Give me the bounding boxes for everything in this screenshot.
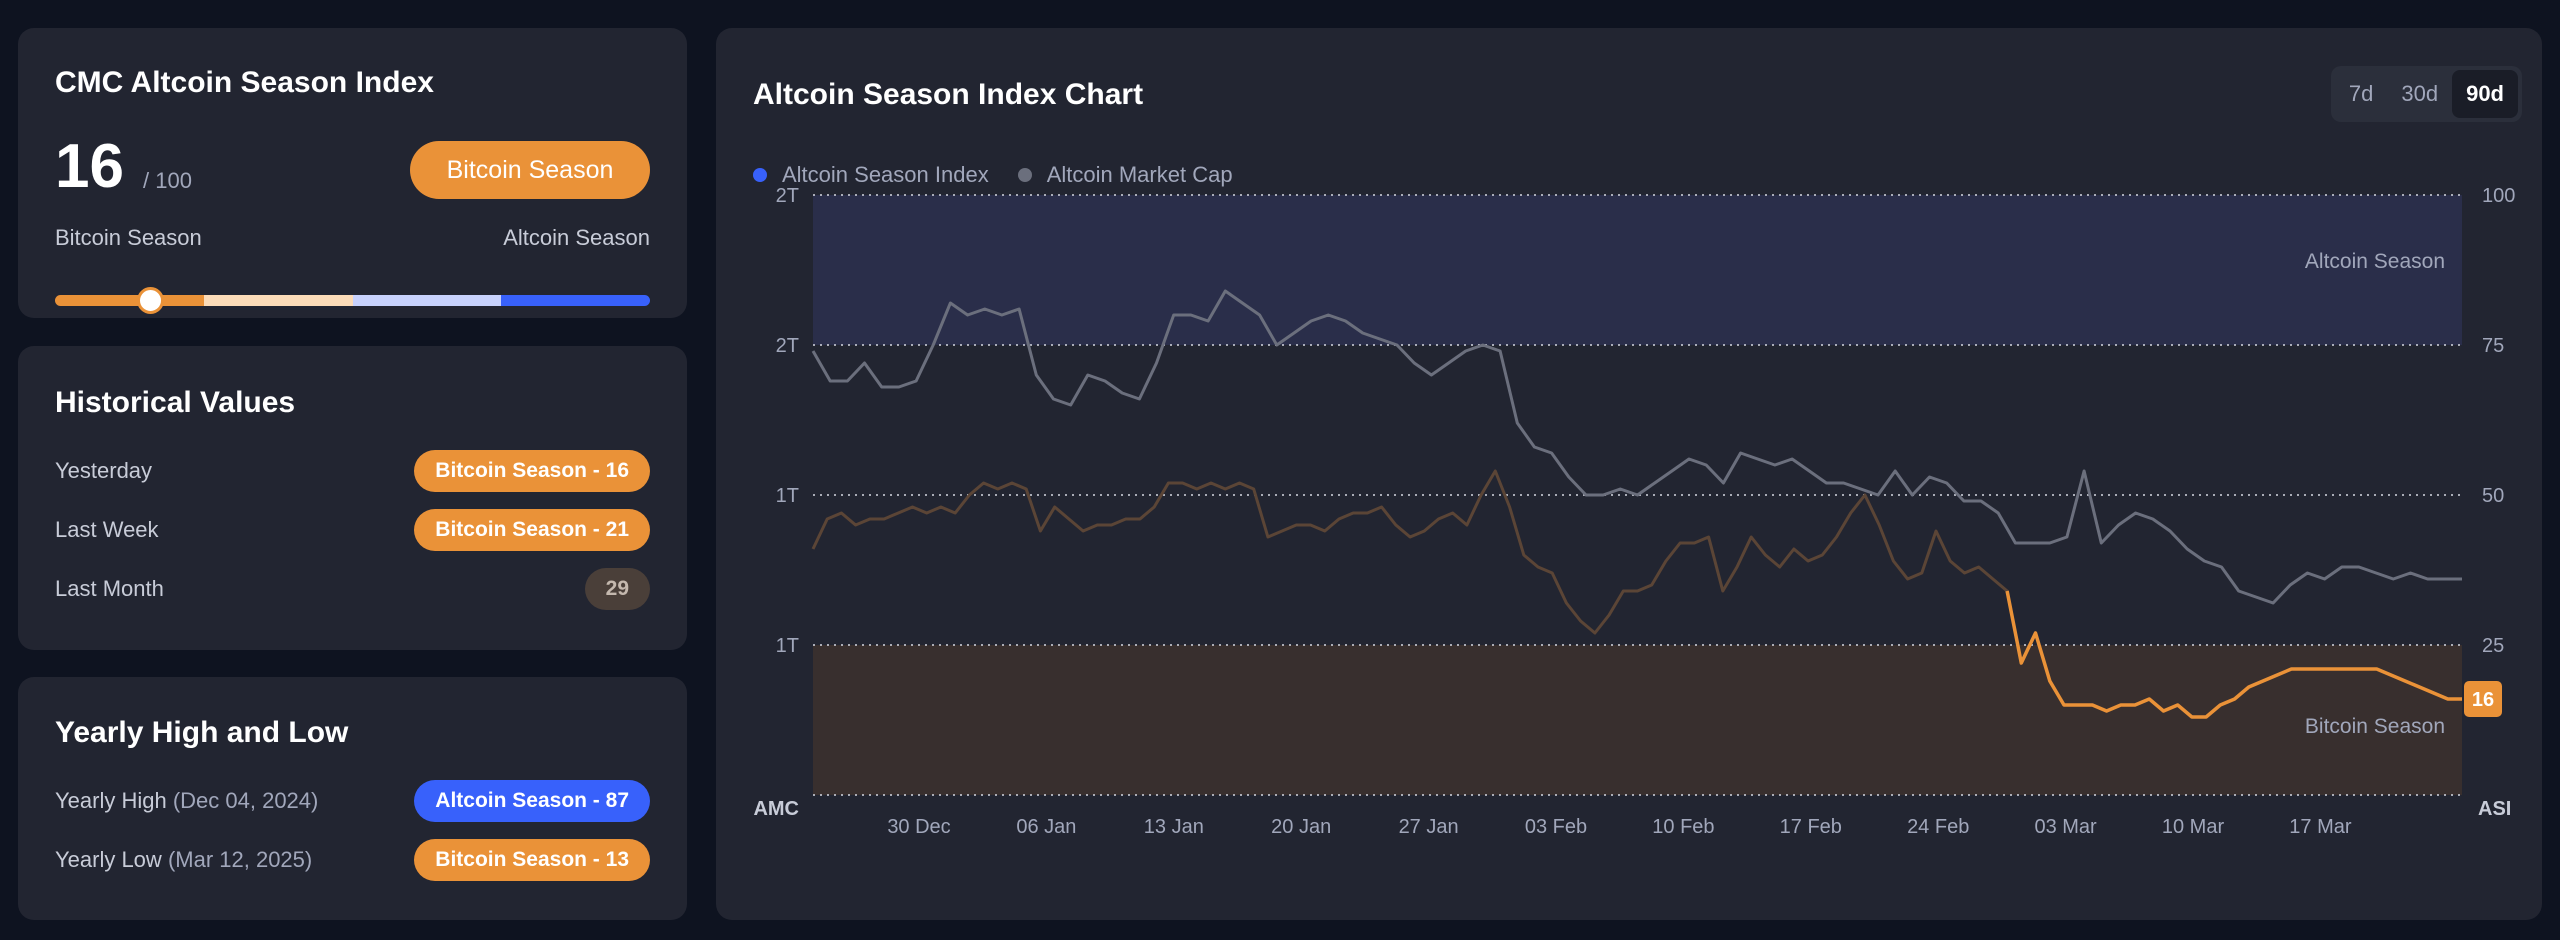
historical-values-card: Historical Values Yesterday Bitcoin Seas… <box>18 346 687 650</box>
legend-item-index[interactable]: Altcoin Season Index <box>753 162 989 188</box>
yearly-high-row: Yearly High (Dec 04, 2024) Altcoin Seaso… <box>55 780 650 822</box>
historical-title: Historical Values <box>55 386 296 419</box>
history-value-badge: 29 <box>584 568 650 610</box>
x-axis-tick: 24 Feb <box>1907 816 1969 838</box>
meter-left-label: Bitcoin Season <box>55 225 202 250</box>
bitcoin-season-zone <box>813 645 2462 795</box>
yearly-high-low-card: Yearly High and Low Yearly High (Dec 04,… <box>18 677 687 920</box>
yearly-high-badge: Altcoin Season - 87 <box>414 780 650 822</box>
range-30d-button[interactable]: 30d <box>2401 81 2439 106</box>
meter-segment-altcoin <box>501 295 650 306</box>
yearly-low-date: (Mar 12, 2025) <box>167 847 313 872</box>
altcoin-season-zone-label: Altcoin Season <box>2305 250 2445 273</box>
meter-right-label: Altcoin Season <box>503 225 650 250</box>
chart-plot: 2T 2T 1T 1T 100 75 50 25 AMC ASI Altcoin Season Bit… <box>753 185 2515 838</box>
index-line <box>2005 590 2462 719</box>
x-axis-tick: 13 Jan <box>1144 816 1204 838</box>
meter-indicator <box>136 287 164 314</box>
x-axis-tick: 27 Jan <box>1399 816 1459 838</box>
altcoin-season-index-card: CMC Altcoin Season Index 16 / 100 Bitcoi… <box>18 28 687 318</box>
yearly-low-text: Yearly Low <box>55 847 162 872</box>
right-axis-tick: 100 <box>2482 185 2515 207</box>
right-axis-tick: 75 <box>2482 335 2504 357</box>
bitcoin-season-zone-label: Bitcoin Season <box>2305 715 2445 738</box>
chart-title: Altcoin Season Index Chart <box>753 78 1144 111</box>
right-axis-label: ASI <box>2478 798 2511 820</box>
left-axis-label: AMC <box>753 798 799 820</box>
x-axis-tick: 17 Feb <box>1780 816 1842 838</box>
x-axis-tick: 06 Jan <box>1016 816 1076 838</box>
chart-legend: Altcoin Season Index Altcoin Market Cap <box>753 162 1262 188</box>
meter-segment-bitcoin-light <box>203 295 353 306</box>
season-meter <box>55 295 650 306</box>
legend-item-market-cap[interactable]: Altcoin Market Cap <box>1017 162 1233 188</box>
index-value: 16 <box>55 132 124 201</box>
x-axis-tick: 30 Dec <box>887 816 950 838</box>
meter-segment-altcoin-light <box>352 295 502 306</box>
history-value-badge: Bitcoin Season - 21 <box>414 509 650 551</box>
history-value-badge: Bitcoin Season - 16 <box>414 450 650 492</box>
x-axis-tick: 10 Mar <box>2162 816 2225 838</box>
left-axis-tick: 1T <box>776 635 799 657</box>
yearly-high-date: (Dec 04, 2024) <box>172 788 319 813</box>
yearly-low-row: Yearly Low (Mar 12, 2025) Bitcoin Season… <box>55 839 650 881</box>
legend-label: Altcoin Season Index <box>782 162 989 187</box>
range-7d-button[interactable]: 7d <box>2348 81 2374 106</box>
x-axis-tick: 03 Mar <box>2034 816 2097 838</box>
right-axis-tick: 25 <box>2482 635 2504 657</box>
yearly-low-badge: Bitcoin Season - 13 <box>414 839 650 881</box>
yearly-low-label: Yearly Low (Mar 12, 2025) <box>55 847 312 873</box>
left-axis-tick: 2T <box>776 185 799 207</box>
market-cap-line <box>811 289 2462 605</box>
left-axis-tick: 2T <box>776 335 799 357</box>
history-label: Yesterday <box>55 458 153 483</box>
history-label: Last Month <box>55 576 164 601</box>
meter-segment-bitcoin <box>55 295 204 306</box>
right-axis-tick: 50 <box>2482 485 2504 507</box>
range-90d-button[interactable]: 90d <box>2452 70 2518 118</box>
altcoin-season-chart-card: Altcoin Season Index Chart 7d 30d 90d Al… <box>716 28 2542 920</box>
yearly-high-text: Yearly High <box>55 788 167 813</box>
current-value-text: 16 <box>2472 689 2494 711</box>
yearly-high-label: Yearly High (Dec 04, 2024) <box>55 788 318 814</box>
history-row-yesterday: Yesterday Bitcoin Season - 16 <box>55 450 650 492</box>
x-axis-tick: 20 Jan <box>1271 816 1331 838</box>
legend-dot-icon <box>753 168 767 182</box>
index-card-title: CMC Altcoin Season Index <box>55 66 434 99</box>
yearly-title: Yearly High and Low <box>55 716 349 749</box>
x-axis-tick: 10 Feb <box>1652 816 1714 838</box>
left-axis-tick: 1T <box>776 485 799 507</box>
index-status-badge: Bitcoin Season <box>410 141 650 199</box>
x-axis-tick: 03 Feb <box>1525 816 1587 838</box>
index-max: / 100 <box>143 168 192 193</box>
legend-dot-icon <box>1017 168 1032 182</box>
history-row-last-month: Last Month 29 <box>55 568 650 610</box>
time-range-selector: 7d 30d 90d <box>2330 66 2522 122</box>
current-value-badge <box>2464 681 2502 717</box>
history-label: Last Week <box>55 517 159 542</box>
x-axis-tick: 17 Mar <box>2289 816 2352 838</box>
history-row-last-week: Last Week Bitcoin Season - 21 <box>55 509 650 551</box>
legend-label: Altcoin Market Cap <box>1046 162 1233 187</box>
altcoin-season-zone <box>813 195 2462 345</box>
